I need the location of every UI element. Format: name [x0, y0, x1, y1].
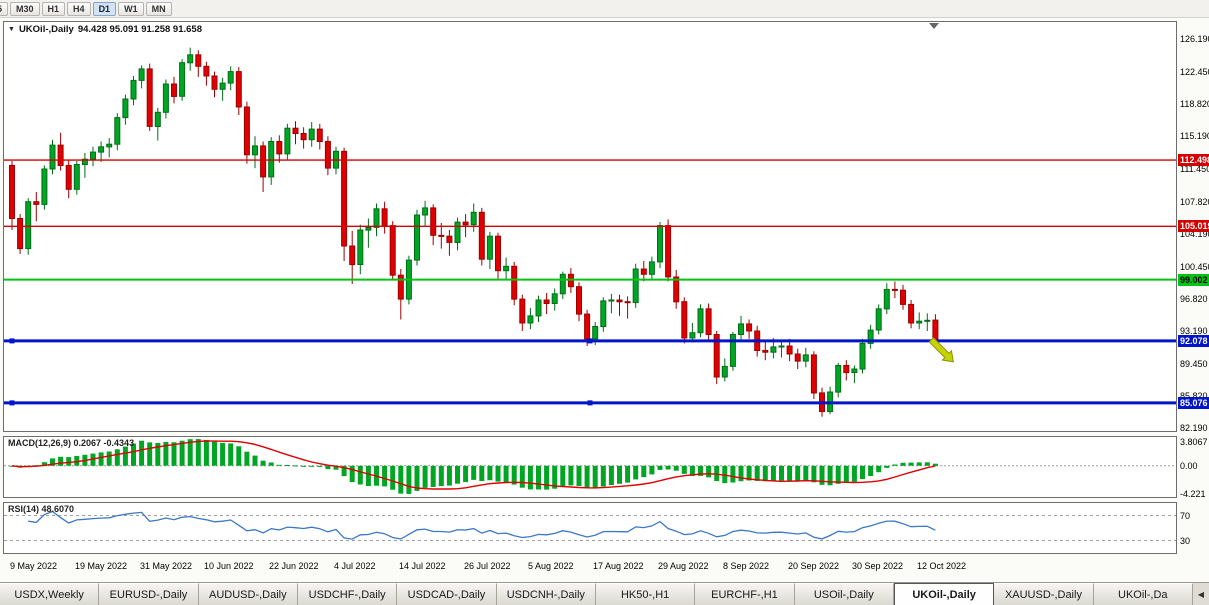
- chart-tab[interactable]: USDX,Weekly: [0, 583, 100, 605]
- rsi-pane[interactable]: RSI(14) 48.6070: [3, 502, 1177, 554]
- price-axis-label: 118.820: [1180, 99, 1209, 109]
- chart-tab[interactable]: UKOil-,Da: [1093, 583, 1193, 605]
- date-axis-label: 30 Sep 2022: [852, 561, 904, 571]
- date-axis-label: 26 Jul 2022: [464, 561, 511, 571]
- time-axis[interactable]: 9 May 2022 19 May 2022 31 May 2022 10 Jun 2…: [3, 556, 1203, 580]
- chart-tab[interactable]: USDCHF-,Daily: [297, 583, 398, 605]
- macd-histogram: [9, 439, 938, 494]
- symbol-dropdown-icon[interactable]: ▼: [8, 26, 15, 33]
- date-axis-label: 19 May 2022: [75, 561, 128, 571]
- price-axis-label: 115.190: [1180, 131, 1209, 141]
- chart-symbol-label: UKOil-,Daily: [18, 24, 74, 35]
- chart-tab[interactable]: XAUUSD-,Daily: [994, 583, 1094, 605]
- rsi-line: [28, 510, 936, 540]
- period-button-h1[interactable]: H1: [41, 1, 66, 16]
- down-arrow-icon[interactable]: [928, 336, 954, 363]
- period-button-w1[interactable]: W1: [118, 1, 144, 16]
- price-axis-label: 122.450: [1180, 67, 1209, 77]
- chart-tab[interactable]: USDCAD-,Daily: [397, 583, 497, 605]
- date-axis-label: 10 Jun 2022: [204, 561, 254, 571]
- rsi-chart[interactable]: [4, 503, 1176, 553]
- macd-axis-label: -4.221: [1180, 489, 1206, 499]
- chart-shift-marker-icon: [929, 23, 939, 29]
- chart-tab[interactable]: HK50-,H1: [595, 583, 696, 605]
- period-button-5[interactable]: 5: [0, 1, 9, 16]
- period-button-h4[interactable]: H4: [67, 1, 91, 16]
- candles: [9, 47, 939, 417]
- chart-title: ▼ UKOil-,Daily 94.428 95.091 91.258 91.6…: [8, 24, 202, 35]
- price-axis-label: 89.450: [1180, 359, 1208, 369]
- hline-price-tag: 112.498: [1178, 154, 1209, 166]
- date-axis-label: 14 Jul 2022: [399, 561, 446, 571]
- chart-tab[interactable]: EURUSD-,Daily: [99, 583, 199, 605]
- period-button-mn[interactable]: MN: [145, 1, 172, 16]
- hline-price-tag: 92.078: [1178, 335, 1209, 347]
- hline-handle[interactable]: [587, 400, 593, 406]
- macd-pane[interactable]: MACD(12,26,9) 0.2067 -0.4343: [3, 436, 1177, 498]
- rsi-axis-label: 30: [1180, 536, 1191, 546]
- price-axis-label: 96.820: [1180, 294, 1208, 304]
- macd-label: MACD(12,26,9) 0.2067 -0.4343: [8, 438, 135, 448]
- chart-tab[interactable]: USDCNH-,Daily: [496, 583, 596, 605]
- price-axis[interactable]: 126.190 122.450 118.820 115.190 111.450 107.8…: [1178, 0, 1209, 582]
- period-button-m30[interactable]: M30: [10, 1, 40, 16]
- rsi-axis-label: 70: [1180, 511, 1191, 521]
- macd-signal-line: [11, 440, 936, 490]
- hline-handle[interactable]: [9, 338, 15, 344]
- hline-price-tag: 85.076: [1178, 397, 1209, 409]
- chart-tab[interactable]: UKOil-,Daily: [893, 583, 995, 605]
- price-axis-label: 82.190: [1180, 423, 1208, 433]
- hline-handle[interactable]: [9, 400, 15, 406]
- date-axis-label: 12 Oct 2022: [917, 561, 967, 571]
- hline-handle[interactable]: [587, 338, 593, 344]
- date-axis-label: 9 May 2022: [10, 561, 58, 571]
- price-axis-label: 107.820: [1180, 197, 1209, 207]
- hline-price-tag: 105.019: [1178, 220, 1209, 232]
- date-axis-label: 17 Aug 2022: [593, 561, 644, 571]
- price-axis-label: 104.190: [1180, 229, 1209, 239]
- main-chart-pane[interactable]: ▼ UKOil-,Daily 94.428 95.091 91.258 91.6…: [3, 21, 1177, 432]
- chart-tab[interactable]: EURCHF-,H1: [695, 583, 795, 605]
- date-axis-label: 29 Aug 2022: [658, 561, 709, 571]
- date-axis-label: 22 Jun 2022: [269, 561, 319, 571]
- rsi-label: RSI(14) 48.6070: [8, 504, 75, 514]
- chart-tab-bar: USDX,Weekly EURUSD-,Daily AUDUSD-,Daily USD…: [0, 582, 1209, 605]
- price-axis-label: 111.450: [1180, 164, 1209, 174]
- date-axis-label: 31 May 2022: [140, 561, 193, 571]
- date-axis-label: 8 Sep 2022: [723, 561, 770, 571]
- date-axis-label: 20 Sep 2022: [788, 561, 840, 571]
- tab-scroll-left-icon[interactable]: ◀: [1192, 583, 1209, 605]
- candlestick-chart[interactable]: [4, 22, 1176, 431]
- price-axis-label: 93.190: [1180, 326, 1208, 336]
- timeframe-toolbar: 5M30H1H4D1W1MN: [0, 0, 1209, 18]
- hline-price-tag: 99.002: [1178, 274, 1209, 286]
- macd-axis-label: 3.8067: [1180, 437, 1208, 447]
- period-button-d1[interactable]: D1: [92, 1, 117, 16]
- price-axis-label: 100.450: [1180, 262, 1209, 272]
- price-axis-label: 85.820: [1180, 391, 1208, 401]
- chart-ohlc-values: 94.428 95.091 91.258 91.658: [77, 24, 202, 35]
- date-axis-label: 4 Jul 2022: [334, 561, 376, 571]
- price-axis-label: 126.190: [1180, 34, 1209, 44]
- date-axis-label: 5 Aug 2022: [528, 561, 574, 571]
- macd-axis-label: 0.00: [1180, 461, 1198, 471]
- macd-chart[interactable]: [4, 437, 1176, 497]
- chart-tab[interactable]: AUDUSD-,Daily: [198, 583, 298, 605]
- chart-tab[interactable]: USOil-,Daily: [794, 583, 894, 605]
